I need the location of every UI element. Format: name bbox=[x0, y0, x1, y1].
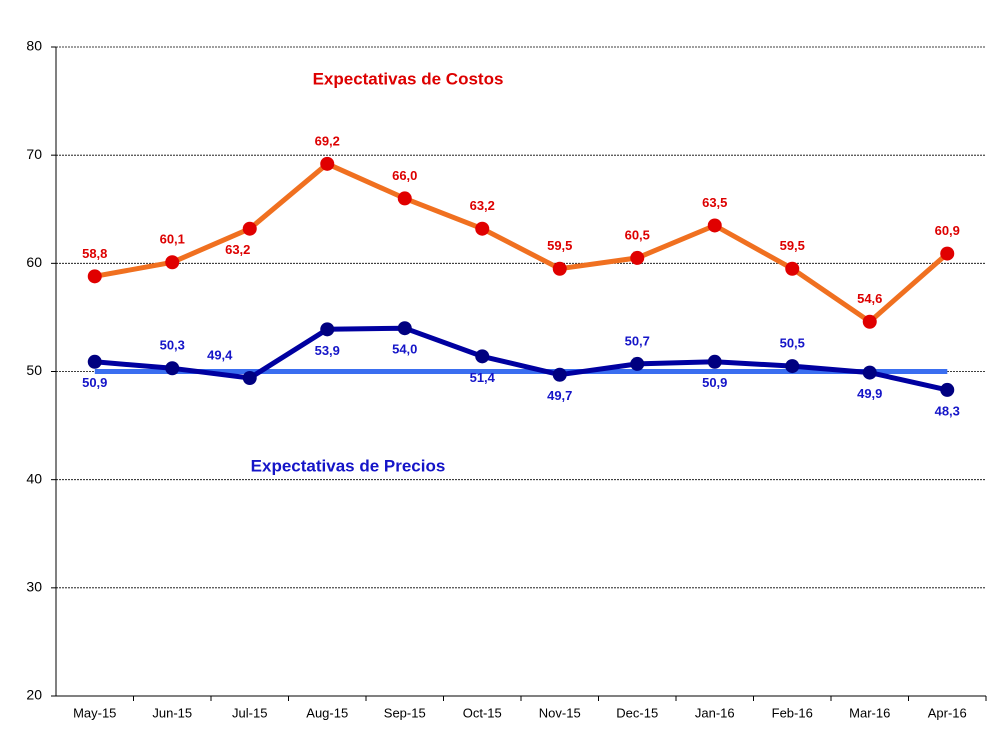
y-tick-label: 40 bbox=[26, 470, 42, 486]
data-label: 51,4 bbox=[470, 370, 496, 385]
x-tick-label: Dec-15 bbox=[616, 705, 658, 720]
marker bbox=[707, 218, 722, 233]
x-tick-label: Jun-15 bbox=[152, 705, 192, 720]
data-label: 60,5 bbox=[625, 227, 650, 242]
marker bbox=[707, 354, 722, 369]
marker bbox=[862, 314, 877, 329]
marker bbox=[242, 370, 257, 385]
marker bbox=[87, 354, 102, 369]
series-line bbox=[94, 161, 949, 325]
y-tick-label: 50 bbox=[26, 362, 42, 378]
data-label: 63,5 bbox=[702, 195, 727, 210]
marker bbox=[242, 221, 257, 236]
data-label: 50,9 bbox=[702, 375, 727, 390]
series-annotation: Expectativas de Precios bbox=[251, 456, 446, 475]
data-label: 49,7 bbox=[547, 388, 572, 403]
data-label: 53,9 bbox=[315, 343, 340, 358]
marker bbox=[785, 261, 800, 276]
data-label: 66,0 bbox=[392, 168, 417, 183]
data-label: 63,2 bbox=[225, 242, 250, 257]
y-tick-label: 70 bbox=[26, 146, 42, 162]
marker bbox=[397, 191, 412, 206]
x-tick-label: Oct-15 bbox=[463, 705, 502, 720]
x-tick-label: Nov-15 bbox=[539, 705, 581, 720]
x-tick-label: Mar-16 bbox=[849, 705, 890, 720]
data-label: 50,3 bbox=[160, 338, 185, 353]
data-label: 69,2 bbox=[315, 133, 340, 148]
marker bbox=[940, 246, 955, 261]
data-label: 60,1 bbox=[160, 232, 185, 247]
data-label: 59,5 bbox=[547, 238, 572, 253]
data-label: 63,2 bbox=[470, 198, 495, 213]
data-label: 54,0 bbox=[392, 342, 417, 357]
data-label: 60,9 bbox=[935, 223, 960, 238]
marker bbox=[475, 349, 490, 364]
data-label: 58,8 bbox=[82, 246, 107, 261]
y-tick-label: 20 bbox=[26, 687, 42, 703]
x-tick-label: May-15 bbox=[73, 705, 116, 720]
marker bbox=[87, 269, 102, 284]
x-tick-label: Sep-15 bbox=[384, 705, 426, 720]
x-tick-label: Jan-16 bbox=[695, 705, 735, 720]
marker bbox=[862, 365, 877, 380]
marker bbox=[165, 361, 180, 376]
marker bbox=[397, 321, 412, 336]
data-label: 49,4 bbox=[207, 347, 233, 362]
x-tick-label: Apr-16 bbox=[928, 705, 967, 720]
y-tick-label: 30 bbox=[26, 579, 42, 595]
x-tick-label: Feb-16 bbox=[772, 705, 813, 720]
marker bbox=[552, 261, 567, 276]
marker bbox=[552, 367, 567, 382]
data-label: 50,9 bbox=[82, 375, 107, 390]
data-label: 54,6 bbox=[857, 291, 882, 306]
data-label: 50,5 bbox=[780, 336, 805, 351]
data-label: 50,7 bbox=[625, 333, 650, 348]
y-tick-label: 60 bbox=[26, 254, 42, 270]
data-label: 59,5 bbox=[780, 238, 805, 253]
marker bbox=[320, 322, 335, 337]
marker bbox=[785, 359, 800, 374]
x-tick-label: Jul-15 bbox=[232, 705, 267, 720]
marker bbox=[320, 156, 335, 171]
data-label: 49,9 bbox=[857, 386, 882, 401]
y-tick-label: 80 bbox=[26, 38, 42, 54]
series-annotation: Expectativas de Costos bbox=[313, 69, 504, 88]
x-tick-label: Aug-15 bbox=[306, 705, 348, 720]
data-label: 48,3 bbox=[935, 403, 960, 418]
marker bbox=[630, 356, 645, 371]
marker bbox=[475, 221, 490, 236]
marker bbox=[630, 250, 645, 265]
marker bbox=[940, 382, 955, 397]
marker bbox=[165, 255, 180, 270]
series-line bbox=[94, 325, 948, 393]
